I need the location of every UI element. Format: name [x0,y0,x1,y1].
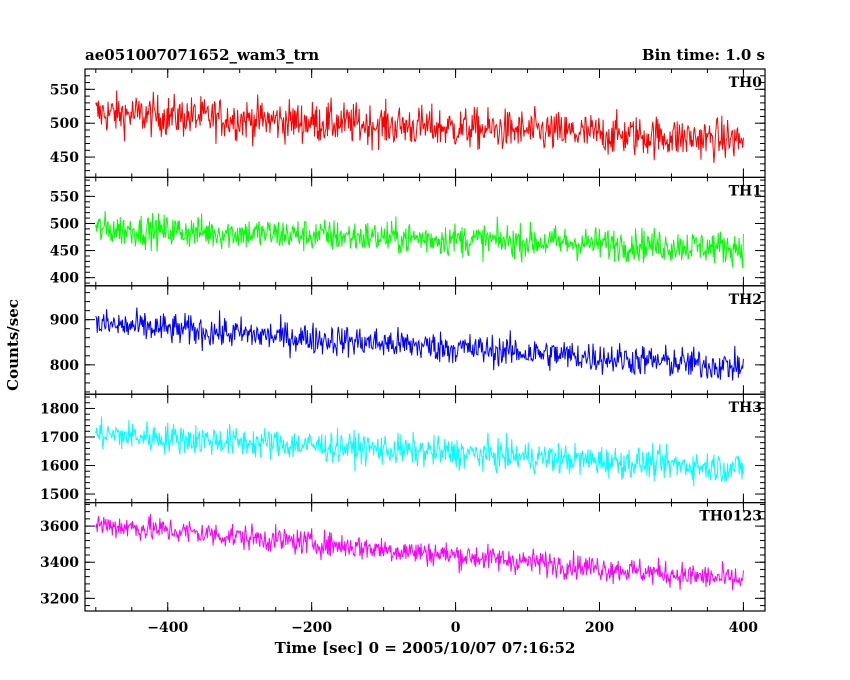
y-tick-label: 550 [50,189,79,205]
x-tick-label: 200 [585,620,614,636]
y-tick-label: 3400 [40,555,79,571]
y-tick-label: 450 [50,150,79,166]
x-tick-label: −400 [147,620,188,636]
y-tick-label: 800 [50,358,79,374]
series-label-th1: TH1 [729,183,762,199]
y-tick-label: 550 [50,82,79,98]
panel-th0123: 3200 3400 3600 TH0123 [40,502,766,612]
panel-frame [84,502,766,612]
y-tick-label: 450 [50,244,79,260]
y-tick-label: 900 [50,313,79,329]
y-tick-label: 1500 [40,487,79,503]
series-line-th0123 [95,514,744,591]
y-tick-label: 400 [50,271,79,287]
x-tick-label: 400 [729,620,758,636]
y-tick-label: 3600 [40,519,79,535]
series-line-th1 [95,210,744,269]
y-axis-label: Counts/sec [4,299,22,391]
series-line-th3 [95,416,744,487]
chart-title-right: Bin time: 1.0 s [642,46,765,64]
y-tick-label: 3200 [40,591,79,607]
series-label-th3: TH3 [729,400,762,416]
series-label-th0: TH0 [729,75,763,91]
x-axis-label: Time [sec] 0 = 2005/10/07 07:16:52 [275,639,576,657]
y-tick-label: 1800 [40,401,79,417]
y-tick-label: 1700 [40,430,79,446]
series-line-th2 [95,307,744,381]
panel-th3: 1500 1600 1700 1800 TH3 [40,393,766,504]
y-tick-label: 500 [50,116,79,132]
series-line-th0 [95,90,744,163]
panels-group: 450 500 550 TH0 400 450 500 550 TH1 800 900 TH2 1500… [40,68,766,612]
panel-th2: 800 900 TH2 [50,285,766,395]
y-tick-label: 500 [50,216,79,232]
y-tick-label: 1600 [40,459,79,475]
series-label-th0123: TH0123 [699,509,762,525]
x-tick-label: 0 [451,620,461,636]
chart-title-left: ae051007071652_wam3_trn [85,46,319,64]
x-axis: −400 −200 0 200 400 [147,620,758,636]
panel-th0: 450 500 550 TH0 [50,68,766,179]
x-tick-label: −200 [291,620,332,636]
series-label-th2: TH2 [729,292,762,308]
panel-th1: 400 450 500 550 TH1 [50,176,766,287]
